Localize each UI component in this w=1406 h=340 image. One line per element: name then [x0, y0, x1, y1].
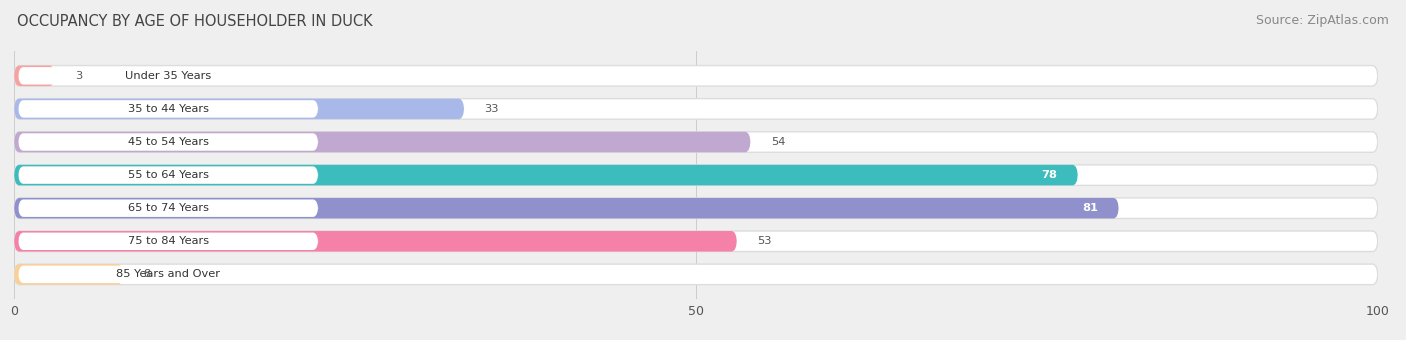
FancyBboxPatch shape — [18, 233, 318, 250]
FancyBboxPatch shape — [18, 133, 318, 151]
FancyBboxPatch shape — [14, 66, 55, 86]
FancyBboxPatch shape — [14, 165, 1378, 185]
FancyBboxPatch shape — [18, 266, 318, 283]
FancyBboxPatch shape — [14, 198, 1119, 219]
FancyBboxPatch shape — [18, 200, 318, 217]
Text: 33: 33 — [485, 104, 499, 114]
FancyBboxPatch shape — [14, 231, 1378, 252]
Text: 54: 54 — [770, 137, 786, 147]
Text: 55 to 64 Years: 55 to 64 Years — [128, 170, 208, 180]
Text: 35 to 44 Years: 35 to 44 Years — [128, 104, 208, 114]
Text: 81: 81 — [1083, 203, 1098, 213]
FancyBboxPatch shape — [14, 198, 1378, 219]
FancyBboxPatch shape — [14, 132, 1378, 152]
FancyBboxPatch shape — [14, 132, 751, 152]
Text: 75 to 84 Years: 75 to 84 Years — [128, 236, 208, 246]
Text: OCCUPANCY BY AGE OF HOUSEHOLDER IN DUCK: OCCUPANCY BY AGE OF HOUSEHOLDER IN DUCK — [17, 14, 373, 29]
FancyBboxPatch shape — [14, 66, 1378, 86]
Text: Source: ZipAtlas.com: Source: ZipAtlas.com — [1256, 14, 1389, 27]
FancyBboxPatch shape — [14, 264, 124, 285]
Text: 8: 8 — [143, 269, 150, 279]
Text: 85 Years and Over: 85 Years and Over — [117, 269, 221, 279]
FancyBboxPatch shape — [18, 166, 318, 184]
FancyBboxPatch shape — [14, 264, 1378, 285]
FancyBboxPatch shape — [18, 100, 318, 118]
Text: 65 to 74 Years: 65 to 74 Years — [128, 203, 208, 213]
FancyBboxPatch shape — [14, 231, 737, 252]
FancyBboxPatch shape — [14, 99, 464, 119]
Text: 78: 78 — [1042, 170, 1057, 180]
Text: Under 35 Years: Under 35 Years — [125, 71, 211, 81]
FancyBboxPatch shape — [18, 67, 318, 85]
Text: 3: 3 — [76, 71, 83, 81]
FancyBboxPatch shape — [14, 165, 1078, 185]
Text: 53: 53 — [758, 236, 772, 246]
Text: 45 to 54 Years: 45 to 54 Years — [128, 137, 208, 147]
FancyBboxPatch shape — [14, 99, 1378, 119]
